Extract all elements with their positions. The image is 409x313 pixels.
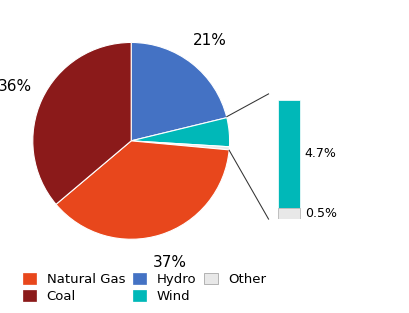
Text: 21%: 21%: [193, 33, 227, 48]
Legend: Natural Gas, Coal, Hydro, Wind, Other: Natural Gas, Coal, Hydro, Wind, Other: [23, 273, 265, 303]
Wedge shape: [56, 141, 229, 239]
Text: 37%: 37%: [152, 255, 186, 270]
Bar: [277, 208, 300, 219]
Wedge shape: [33, 43, 131, 204]
Text: 0.5%: 0.5%: [304, 207, 336, 220]
Wedge shape: [131, 118, 229, 147]
Text: 4.7%: 4.7%: [304, 147, 336, 160]
Wedge shape: [131, 141, 229, 150]
Bar: [277, 100, 300, 208]
Text: 36%: 36%: [0, 80, 32, 95]
Wedge shape: [131, 43, 226, 141]
